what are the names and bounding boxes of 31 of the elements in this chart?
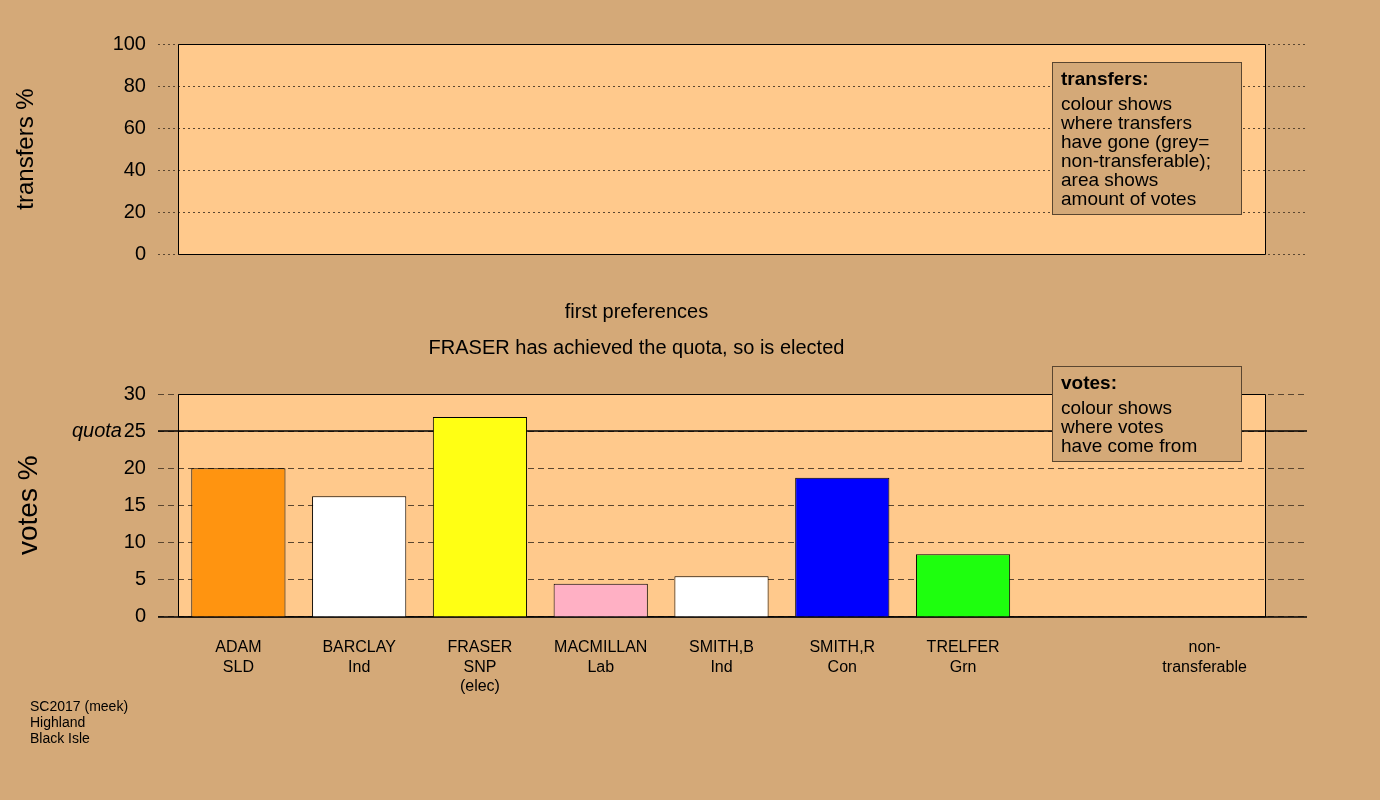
x-tick-label: FRASER SNP (elec) (447, 638, 513, 694)
x-tick-label: BARCLAY Ind (322, 638, 397, 675)
y-axis-title: votes % (11, 455, 43, 555)
y-tick-label: 30 (123, 381, 146, 404)
text: votes: (1061, 372, 1118, 393)
y-tick-label: 80 (123, 73, 146, 96)
y-tick-label: 20 (123, 455, 146, 478)
x-tick-label: SMITH,B Ind (689, 638, 754, 675)
ref-line-label: quota (71, 418, 122, 441)
chart-subtitle: FRASER has achieved the quota, so is elected (428, 335, 845, 358)
y-tick-label: 5 (134, 566, 146, 589)
y-tick-label: 60 (123, 115, 146, 138)
annotation: colour shows where transfers have gone (grey= non-transferable); area shows amount of votes (1061, 93, 1212, 209)
annotation: transfers: (1061, 68, 1150, 89)
y-tick-label: 100 (112, 31, 146, 54)
x-tick-label: non- transferable (1162, 638, 1247, 675)
y-tick-label: 40 (123, 157, 146, 180)
annotation: colour shows where votes have come from (1061, 397, 1199, 456)
y-axis-title: transfers % (11, 88, 39, 210)
x-tick-label: SMITH,R Con (809, 638, 876, 675)
text: SC2017 (meek) Highland Black Isle (30, 698, 129, 746)
y-tick-label: 15 (123, 492, 146, 515)
x-tick-label: ADAM SLD (215, 638, 262, 675)
x-tick-label: TRELFER Grn (926, 638, 1000, 675)
y-tick-label: 20 (123, 199, 146, 222)
y-tick-label: 0 (134, 241, 146, 264)
y-tick-label: 10 (123, 529, 146, 552)
y-tick-label: 0 (134, 603, 146, 626)
chart-title: first preferences (564, 299, 709, 322)
x-tick-label: MACMILLAN Lab (554, 638, 648, 675)
y-tick-label: 25 (123, 418, 146, 441)
